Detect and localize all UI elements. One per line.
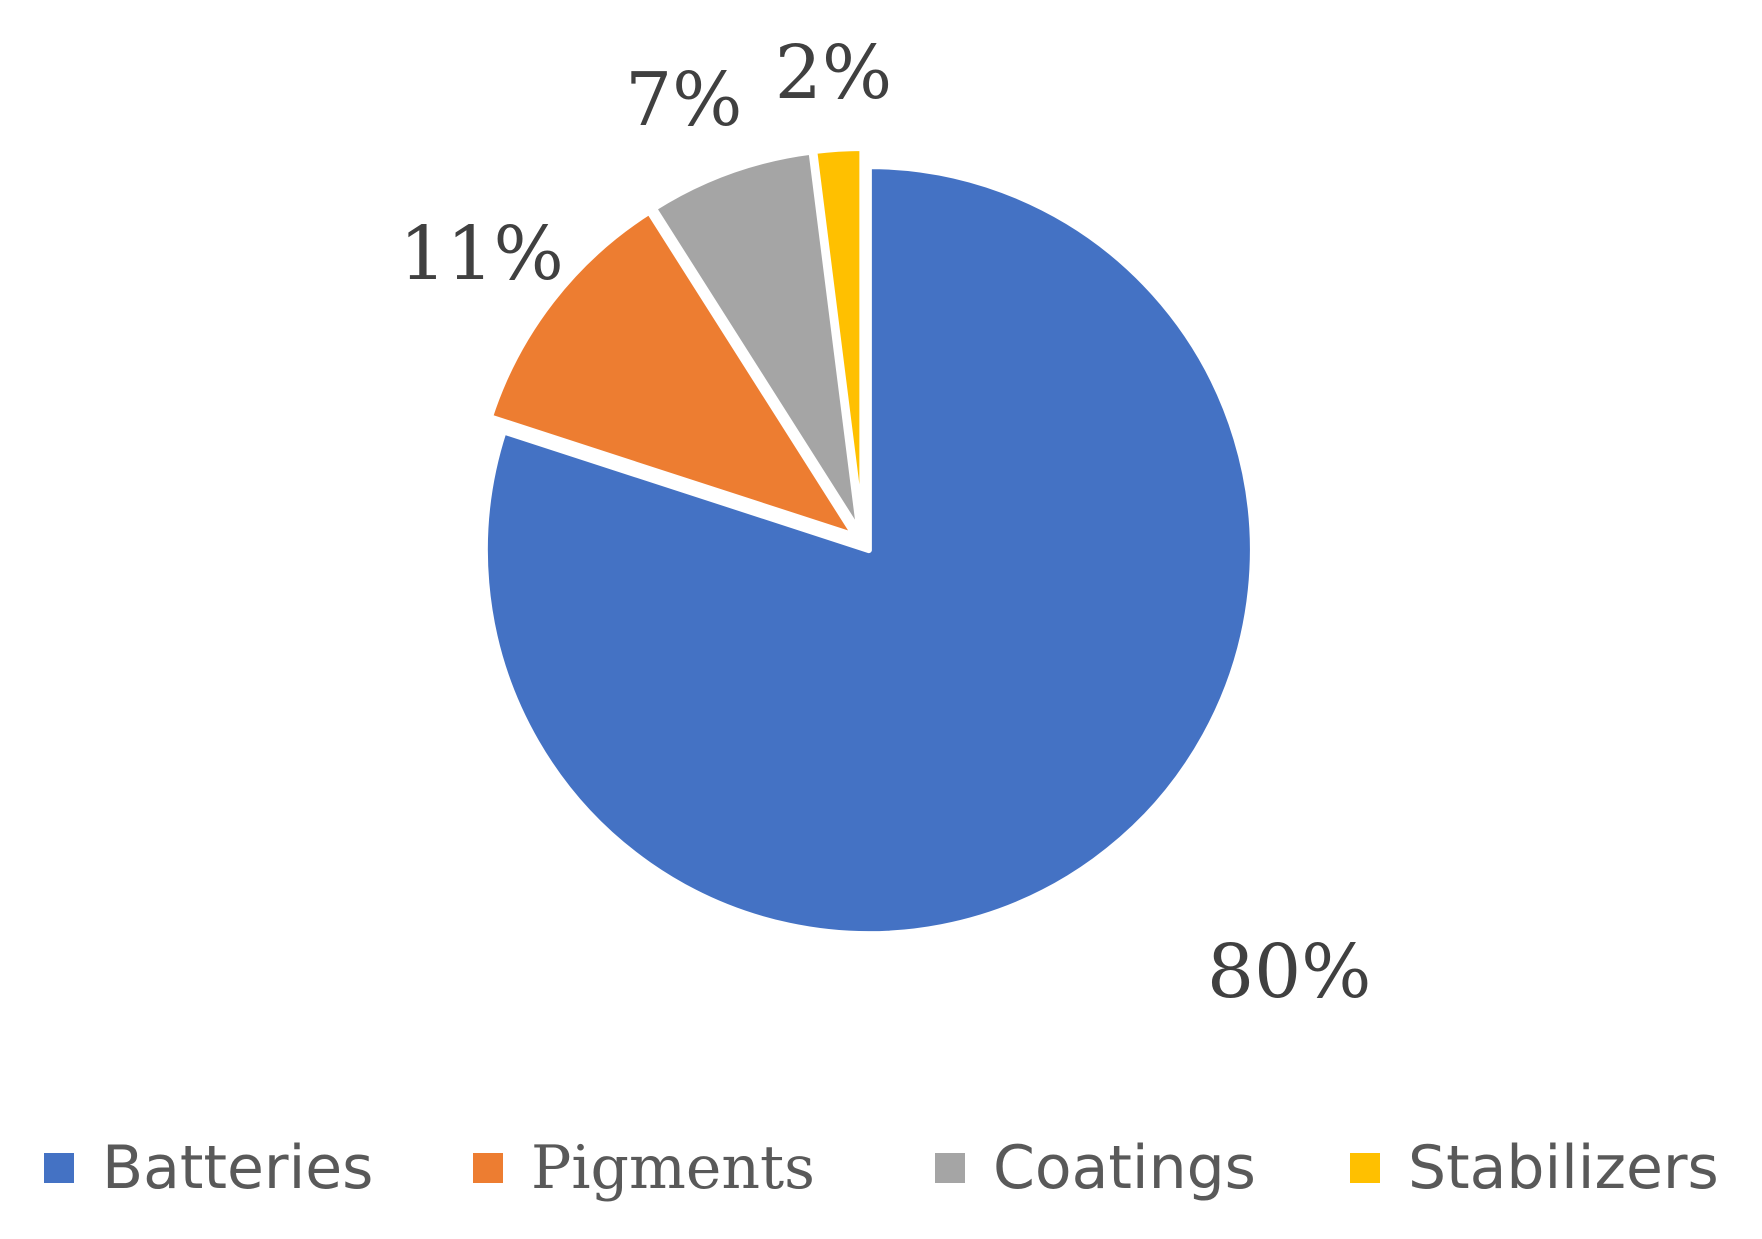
legend-swatch-batteries: [44, 1153, 74, 1183]
legend-label-pigments: Pigments: [531, 1133, 815, 1203]
legend-label-batteries: Batteries: [102, 1133, 374, 1203]
data-label-coatings: 7%: [625, 57, 742, 143]
data-label-batteries: 80%: [1207, 929, 1371, 1015]
legend-label-stabilizers: Stabilizers: [1408, 1133, 1719, 1203]
pie-slice-batteries: [481, 163, 1256, 938]
legend-label-coatings: Coatings: [993, 1133, 1256, 1203]
pie-slice-stabilizers: [811, 145, 866, 536]
legend: Batteries Pigments Coatings Stabilizers: [0, 1128, 1762, 1208]
legend-swatch-coatings: [935, 1153, 965, 1183]
data-label-pigments: 11%: [399, 211, 563, 297]
legend-item-batteries: Batteries: [44, 1128, 373, 1208]
pie-slice-pigments: [486, 208, 859, 539]
data-label-stabilizers: 2%: [775, 30, 892, 116]
legend-swatch-pigments: [473, 1153, 503, 1183]
pie-slices: [481, 145, 1256, 938]
legend-item-coatings: Coatings: [935, 1128, 1256, 1208]
legend-item-pigments: Pigments: [473, 1128, 815, 1208]
legend-swatch-stabilizers: [1350, 1153, 1380, 1183]
legend-item-stabilizers: Stabilizers: [1350, 1128, 1719, 1208]
data-labels: 80% 11% 7% 2%: [399, 30, 1371, 1015]
pie-slice-coatings: [650, 148, 863, 536]
